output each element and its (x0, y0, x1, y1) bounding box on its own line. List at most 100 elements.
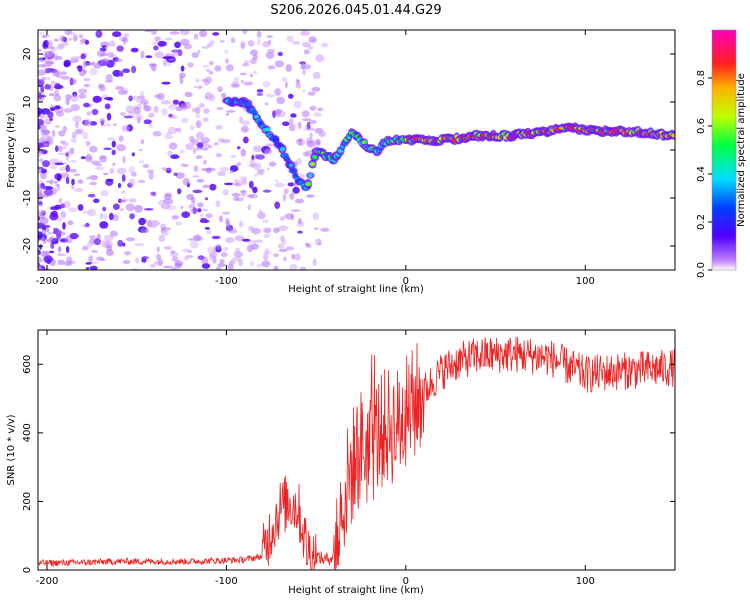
spectral-blob (152, 40, 159, 46)
spectral-blob (45, 116, 49, 122)
spectral-blob (47, 39, 53, 48)
spectral-blob (277, 51, 283, 57)
spectral-blob (162, 56, 172, 60)
spectral-blob (196, 178, 205, 183)
spectral-blob (284, 81, 288, 89)
spectral-blob (69, 78, 77, 85)
spectral-blob (209, 40, 215, 44)
spectral-blob (192, 175, 200, 178)
spectral-blob (53, 38, 59, 42)
spectral-blob (79, 39, 84, 45)
spectral-blob (283, 188, 289, 194)
x-tick-label: 0 (403, 576, 409, 587)
spectral-blob (175, 172, 185, 179)
spectral-blob (111, 140, 117, 148)
spectral-blob (227, 228, 238, 234)
spectral-blob (202, 65, 210, 68)
spectral-blob (244, 59, 250, 64)
spectral-blob (154, 36, 162, 42)
spectral-blob (163, 134, 174, 140)
spectral-blob (199, 213, 204, 217)
spectral-blob (198, 102, 205, 108)
spectral-blob (301, 110, 310, 118)
ridge-point (264, 127, 271, 132)
spectral-blob (102, 123, 112, 127)
spectral-blob (92, 175, 98, 180)
spectral-blob (251, 227, 261, 235)
spectral-blob (211, 235, 221, 240)
spectral-blob (230, 37, 236, 44)
ridge-point (671, 133, 675, 138)
spectral-blob (66, 150, 70, 157)
spectral-blob (243, 136, 249, 144)
spectral-blob (289, 192, 295, 200)
spectral-blob (62, 222, 66, 230)
spectral-blob (58, 145, 63, 153)
spectral-blob (217, 138, 225, 143)
spectral-blob (289, 263, 298, 270)
spectral-blob (184, 91, 193, 98)
spectral-blob (315, 238, 322, 246)
spectral-blob (38, 64, 45, 68)
spectral-blob (189, 135, 195, 143)
ridge-point (309, 162, 316, 167)
spectral-blob (216, 244, 222, 251)
y-tick-label: -20 (22, 238, 33, 254)
spectral-blob (38, 267, 43, 270)
spectral-blob (247, 40, 255, 47)
spectral-blob (241, 120, 251, 126)
spectral-blob (179, 38, 190, 46)
spectral-blob (40, 133, 50, 141)
spectral-blob (53, 54, 59, 61)
spectral-blob (264, 247, 270, 255)
spectral-blob (73, 173, 81, 176)
spectral-blob (112, 31, 122, 38)
colorbar-tick-label: 0.2 (696, 214, 707, 230)
spectral-blob (142, 164, 150, 168)
spectral-blob (201, 167, 211, 172)
spectral-blob (86, 111, 92, 116)
spectral-blob (201, 45, 210, 49)
spectral-blob (180, 206, 184, 209)
spectral-blob (217, 86, 223, 93)
spectral-blob (148, 172, 154, 180)
spectral-blob (195, 113, 201, 119)
spectral-blob (274, 60, 285, 68)
spectral-blob (44, 70, 51, 74)
spectral-blob (60, 146, 67, 150)
spectral-blob (128, 166, 136, 175)
spectral-blob (96, 233, 101, 240)
spectral-blob (133, 107, 141, 115)
spectral-blob (195, 78, 200, 83)
spectral-blob (53, 227, 59, 232)
spectral-blob (91, 250, 98, 253)
spectral-blob (63, 162, 68, 165)
spectral-blob (38, 48, 42, 52)
spectral-blob (250, 58, 258, 64)
spectral-blob (170, 154, 180, 159)
ridge-point (361, 140, 367, 145)
spectral-blob (256, 263, 263, 268)
spectral-blob (38, 166, 42, 174)
spectral-blob (224, 182, 234, 186)
spectral-blob (196, 146, 200, 151)
spectral-blob (209, 252, 218, 258)
spectral-blob (220, 167, 230, 172)
spectral-blob (308, 194, 315, 198)
spectral-blob (91, 61, 95, 65)
spectral-blob (202, 184, 210, 189)
spectral-blob (153, 260, 164, 265)
spectral-blob (206, 68, 211, 73)
spectral-blob (38, 32, 44, 35)
spectral-blob (171, 256, 179, 262)
spectral-blob (40, 171, 47, 180)
spectral-blob (156, 253, 162, 261)
spectral-blob (191, 200, 196, 206)
spectral-blob (47, 111, 54, 119)
spectral-blob (274, 88, 282, 96)
spectral-blob (153, 105, 159, 114)
x-tick-label: -200 (36, 576, 59, 587)
spectral-blob (60, 203, 66, 209)
spectral-blob (167, 150, 173, 157)
spectral-blob (122, 260, 131, 264)
